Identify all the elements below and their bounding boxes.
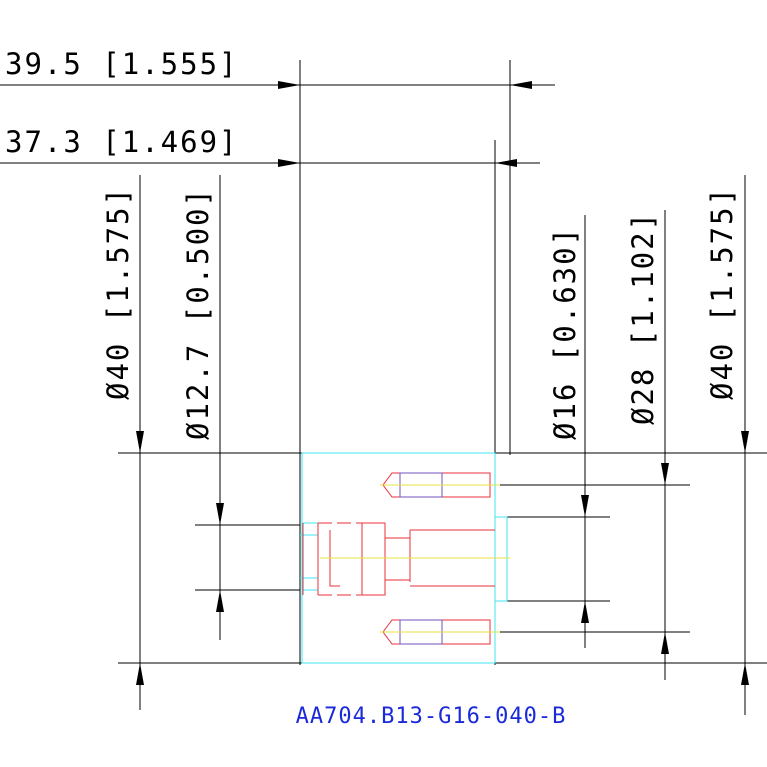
dim-text: Ø28 [1.102]: [626, 211, 660, 425]
dim-text: 37.3 [1.469]: [5, 125, 239, 159]
dim-text: Ø16 [0.630]: [548, 226, 582, 440]
dim-text: Ø12.7 [0.500]: [181, 187, 215, 440]
dim-text: Ø40 [1.575]: [705, 186, 739, 400]
dim-text: 39.5 [1.555]: [5, 47, 239, 81]
part-number: AA704.B13-G16-040-B: [296, 704, 567, 729]
dim-text: Ø40 [1.575]: [101, 186, 135, 400]
